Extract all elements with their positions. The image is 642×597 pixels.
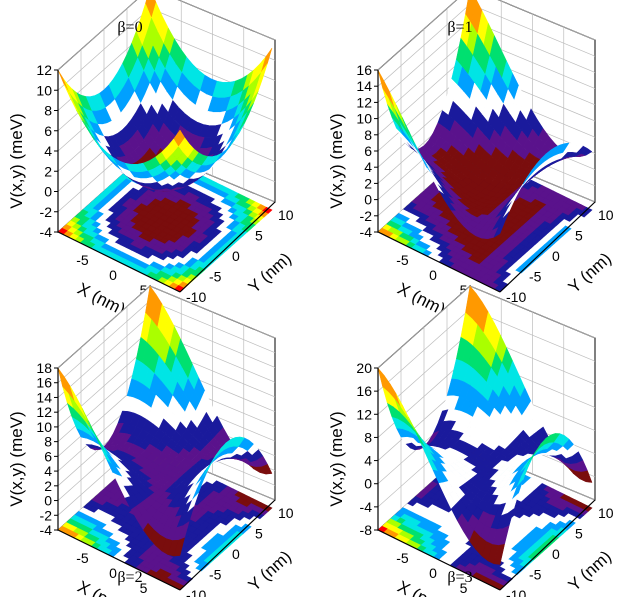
panel-title: β=2 — [117, 569, 142, 586]
potential-surface — [57, 0, 273, 192]
z-tick-label: 6 — [364, 143, 372, 159]
y-tick-label: -5 — [529, 269, 542, 285]
x-tick-label: 0 — [109, 267, 117, 283]
panel-title: β=1 — [447, 19, 472, 36]
y-tick-label: -10 — [186, 289, 206, 305]
y-tick-label: 10 — [278, 207, 294, 223]
x-tick-label: 5 — [140, 282, 148, 298]
z-tick-label: 12 — [356, 406, 372, 422]
z-tick-label: 16 — [356, 383, 372, 399]
x-tick-label: 0 — [109, 565, 117, 581]
z-tick-label: 4 — [44, 463, 52, 479]
y-tick-label: 0 — [552, 248, 560, 264]
y-tick-label: -10 — [506, 587, 526, 597]
y-tick-label: -10 — [186, 587, 206, 597]
y-tick-label: 5 — [575, 228, 583, 244]
z-tick-label: 12 — [36, 404, 52, 420]
z-tick-label: -8 — [360, 522, 373, 538]
z-tick-label: 10 — [36, 419, 52, 435]
y-axis-title: Y (nm) — [245, 547, 295, 595]
z-tick-label: 20 — [356, 360, 372, 376]
z-tick-label: 0 — [364, 192, 372, 208]
z-tick-label: 6 — [44, 123, 52, 139]
x-tick-label: 5 — [460, 282, 468, 298]
z-tick-label: 2 — [364, 175, 372, 191]
z-axis-title: V(x,y) (meV) — [327, 411, 346, 506]
y-axis-title: Y (nm) — [565, 547, 615, 595]
x-tick-label: 10 — [486, 595, 502, 597]
y-tick-label: -5 — [529, 567, 542, 583]
z-tick-label: -2 — [40, 507, 53, 523]
z-tick-label: 14 — [356, 78, 372, 94]
y-tick-label: 5 — [575, 526, 583, 542]
z-tick-label: 0 — [44, 493, 52, 509]
y-axis-title: Y (nm) — [245, 249, 295, 297]
z-tick-label: -4 — [360, 499, 373, 515]
z-tick-label: -2 — [360, 208, 373, 224]
x-tick-label: 5 — [140, 580, 148, 596]
z-tick-label: 4 — [364, 453, 372, 469]
z-tick-label: 6 — [44, 448, 52, 464]
y-tick-label: -5 — [209, 269, 222, 285]
z-tick-label: 14 — [36, 389, 52, 405]
y-tick-label: 5 — [255, 526, 263, 542]
potential-surface — [377, 285, 593, 565]
potential-surface — [377, 0, 593, 240]
y-tick-label: -10 — [506, 289, 526, 305]
z-tick-label: 8 — [364, 127, 372, 143]
z-tick-label: -4 — [40, 224, 53, 240]
z-tick-label: 16 — [36, 375, 52, 391]
z-tick-label: -4 — [40, 522, 53, 538]
potential-surface — [57, 285, 273, 557]
z-tick-label: 10 — [356, 111, 372, 127]
y-tick-label: -5 — [209, 567, 222, 583]
z-tick-label: -2 — [40, 204, 53, 220]
z-axis-title: V(x,y) (meV) — [7, 113, 26, 208]
x-tick-label: -5 — [396, 252, 409, 268]
y-tick-label: 0 — [232, 248, 240, 264]
panel-beta-2: 181614121086420-2-4-505101050-5-10V(x,y)… — [7, 284, 295, 597]
z-tick-label: -4 — [360, 224, 373, 240]
z-tick-label: 4 — [44, 143, 52, 159]
x-tick-label: 0 — [429, 267, 437, 283]
panel-title: β=3 — [447, 569, 472, 586]
z-tick-label: 8 — [44, 103, 52, 119]
y-tick-label: 10 — [598, 207, 614, 223]
z-tick-label: 0 — [44, 184, 52, 200]
panel-title: β=0 — [117, 19, 142, 36]
x-tick-label: -5 — [76, 252, 89, 268]
z-tick-label: 2 — [44, 163, 52, 179]
z-tick-label: 16 — [356, 62, 372, 78]
z-tick-label: 12 — [356, 94, 372, 110]
y-axis-title: Y (nm) — [565, 249, 615, 297]
z-tick-label: 8 — [44, 434, 52, 450]
x-tick-label: 5 — [460, 580, 468, 596]
z-tick-label: 8 — [364, 429, 372, 445]
x-tick-label: 10 — [166, 595, 182, 597]
y-tick-label: 10 — [278, 505, 294, 521]
z-axis-title: V(x,y) (meV) — [7, 411, 26, 506]
z-tick-label: 4 — [364, 159, 372, 175]
x-axis-title: X (nm) — [394, 577, 448, 597]
z-tick-label: 10 — [36, 82, 52, 98]
x-tick-label: 0 — [429, 565, 437, 581]
x-tick-label: -5 — [396, 550, 409, 566]
x-tick-label: -5 — [76, 550, 89, 566]
z-axis-title: V(x,y) (meV) — [327, 113, 346, 208]
y-tick-label: 0 — [232, 546, 240, 562]
y-tick-label: 10 — [598, 505, 614, 521]
z-tick-label: 12 — [36, 62, 52, 78]
z-tick-label: 0 — [364, 476, 372, 492]
z-tick-label: 18 — [36, 360, 52, 376]
y-tick-label: 5 — [255, 228, 263, 244]
y-tick-label: 0 — [552, 546, 560, 562]
z-tick-label: 2 — [44, 478, 52, 494]
